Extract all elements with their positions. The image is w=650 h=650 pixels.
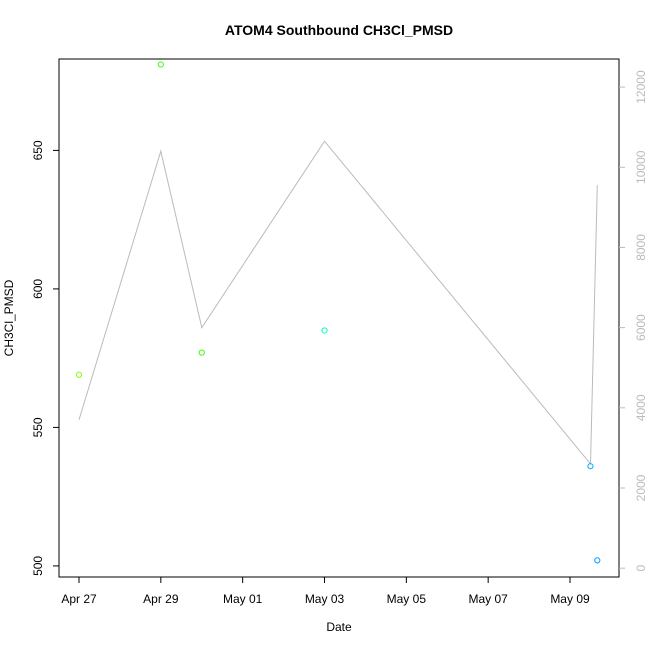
- x-tick-label: May 09: [550, 592, 590, 606]
- plot-frame: [58, 58, 620, 578]
- y-axis-label: CH3Cl_PMSD: [2, 279, 16, 356]
- right-series-polyline: [78, 140, 598, 466]
- data-point: [157, 61, 164, 68]
- x-tick-label: May 03: [305, 592, 345, 606]
- right-series-line: [78, 140, 598, 466]
- x-tick-label: May 07: [468, 592, 508, 606]
- left-tick-label: 500: [31, 556, 45, 576]
- x-axis-label: Date: [326, 620, 352, 634]
- right-tick-label: 6000: [634, 314, 648, 341]
- data-point: [321, 327, 328, 334]
- left-tick-label: 650: [31, 140, 45, 160]
- right-tick-label: 0: [634, 565, 648, 572]
- chart-title: ATOM4 Southbound CH3Cl_PMSD: [225, 22, 453, 38]
- x-axis: Apr 27 Apr 29 May 01 May 03 May 05 May 07 May …: [61, 577, 590, 606]
- x-tick-label: Apr 29: [143, 592, 179, 606]
- x-tick-label: Apr 27: [61, 592, 97, 606]
- x-tick-label: May 05: [387, 592, 427, 606]
- x-tick-label: May 01: [223, 592, 263, 606]
- right-tick-label: 2000: [634, 474, 648, 501]
- data-point: [594, 557, 601, 564]
- left-series-points: [75, 61, 601, 564]
- data-point: [198, 349, 205, 356]
- right-tick-label: 10000: [634, 150, 648, 184]
- right-tick-label: 12000: [634, 70, 648, 104]
- right-axis: 0 2000 4000 6000 8000 10000 12000: [619, 70, 648, 572]
- left-tick-label: 600: [31, 279, 45, 299]
- right-tick-label: 4000: [634, 394, 648, 421]
- data-point: [75, 371, 83, 378]
- left-tick-label: 550: [31, 417, 45, 437]
- right-tick-label: 8000: [634, 234, 648, 261]
- data-point: [587, 463, 594, 470]
- left-axis: 500 550 600 650: [31, 140, 59, 576]
